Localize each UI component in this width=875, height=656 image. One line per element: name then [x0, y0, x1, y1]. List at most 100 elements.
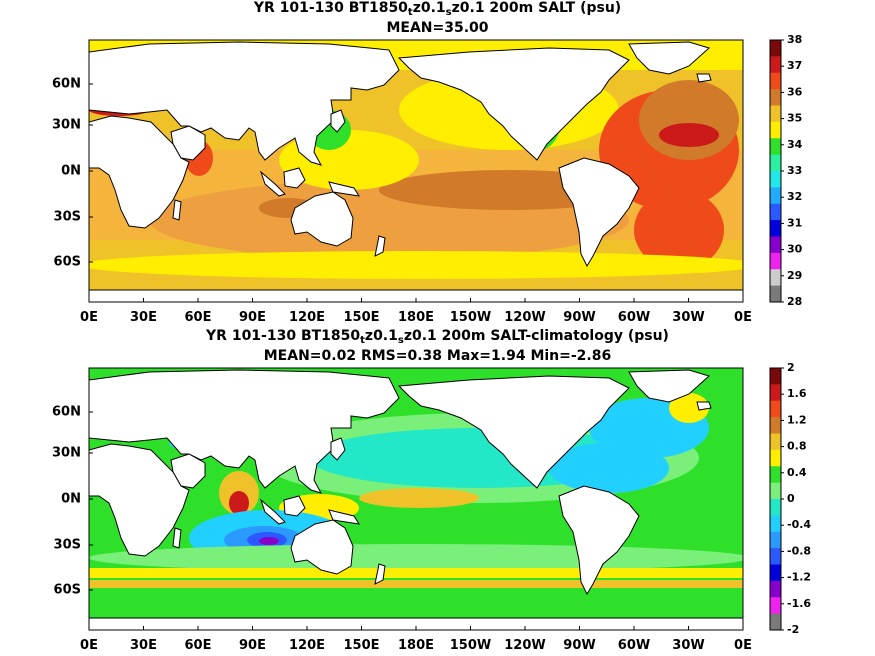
- lat-tick-label: 30S: [54, 538, 81, 553]
- colorbar-swatch: [770, 531, 781, 549]
- colorbar-label: 30: [787, 243, 803, 256]
- colorbar-swatch: [770, 597, 781, 615]
- colorbar-label: -0.4: [787, 518, 811, 531]
- lon-tick-label: 150E: [343, 638, 379, 653]
- lon-tick-label: 120E: [289, 638, 325, 653]
- colorbar-swatch: [770, 187, 781, 205]
- lon-tick-label: 30W: [672, 310, 704, 325]
- colorbar-label: 29: [787, 269, 802, 282]
- axis-labels: 0E 30E 60E 90E 120E 150E 180E 150W 120W 90W 60W 30W…: [52, 77, 752, 654]
- panel1-title: YR 101-130 BT1850tz0.1sz0.1 200m SALT (p…: [253, 0, 622, 18]
- lon-tick-label: 180E: [398, 638, 434, 653]
- lat-tick-label: 60S: [54, 583, 81, 598]
- panel2-map: [88, 367, 744, 631]
- colorbar-swatch: [770, 449, 781, 467]
- lon-tick-label: 0E: [80, 638, 98, 653]
- lon-tick-label: 120W: [504, 310, 545, 325]
- colorbar-label: 1.6: [787, 387, 807, 400]
- colorbar-swatch: [770, 269, 781, 287]
- panel1-stats: MEAN=35.00: [386, 20, 489, 36]
- panel2-stats: MEAN=0.02 RMS=0.38 Max=1.94 Min=-2.86: [263, 348, 612, 364]
- colorbar-swatch: [770, 613, 781, 631]
- colorbar-label: 37: [787, 59, 802, 72]
- colorbar-swatch: [770, 171, 781, 188]
- lon-tick-label: 150E: [343, 310, 379, 325]
- colorbar-swatch: [770, 105, 781, 123]
- lon-tick-label: 30E: [130, 310, 157, 325]
- colorbar-swatch: [770, 564, 781, 582]
- lon-tick-label: 150W: [450, 310, 491, 325]
- colorbar-label: 31: [787, 216, 802, 229]
- colorbar-label: 0.4: [787, 466, 807, 479]
- lon-tick-label: 60W: [618, 310, 650, 325]
- lon-tick-label: 90E: [239, 310, 266, 325]
- colorbar-label: 0: [787, 492, 795, 505]
- colorbar-swatch: [770, 154, 781, 172]
- colorbar-swatch: [770, 56, 781, 74]
- colorbar-swatch: [770, 285, 781, 303]
- colorbar-swatch: [770, 40, 781, 57]
- colorbar-label: 32: [787, 190, 802, 203]
- colorbar-swatch: [770, 482, 781, 500]
- lat-tick-label: 30S: [54, 210, 81, 225]
- colorbar-swatch: [770, 548, 781, 565]
- lon-tick-label: 0E: [80, 310, 98, 325]
- colorbar-label: 2: [787, 361, 795, 374]
- colorbar-swatch: [770, 580, 781, 598]
- lon-tick-label: 60E: [185, 310, 212, 325]
- colorbar-swatch: [770, 236, 781, 254]
- colorbar-label: 1.2: [787, 413, 807, 426]
- colorbar-swatch: [770, 368, 781, 385]
- lat-tick-label: 30N: [52, 118, 81, 133]
- colorbar-label: 38: [787, 33, 802, 46]
- colorbar-swatch: [770, 252, 781, 270]
- colorbar-swatch: [770, 499, 781, 516]
- colorbar-label: -0.8: [787, 544, 811, 557]
- colorbar-label: -1.6: [787, 597, 811, 610]
- lon-tick-label: 120E: [289, 310, 325, 325]
- colorbar-label: 28: [787, 295, 802, 308]
- colorbar-label: -1.2: [787, 571, 811, 584]
- lat-tick-label: 60N: [52, 405, 81, 420]
- panel2-colorbar: 2 1.6 1.2 0.8 0.4 0 -0.4 -0.8 -1.2 -1.6 -2: [769, 361, 811, 636]
- colorbar-label: -2: [787, 623, 799, 636]
- lat-tick-label: 60S: [54, 255, 81, 270]
- lon-tick-label: 0E: [734, 310, 752, 325]
- panel1-map: [88, 39, 744, 303]
- colorbar-swatch: [770, 433, 781, 451]
- panel1-colorbar: 38 37 36 35 34 33 32 31 30 29 28: [769, 33, 803, 308]
- colorbar-swatch: [770, 384, 781, 402]
- colorbar-swatch: [770, 220, 781, 237]
- lon-tick-label: 30W: [672, 638, 704, 653]
- lon-tick-label: 120W: [504, 638, 545, 653]
- lon-tick-label: 180E: [398, 310, 434, 325]
- colorbar-swatch: [770, 72, 781, 90]
- colorbar-swatch: [770, 515, 781, 533]
- lon-tick-label: 0E: [734, 638, 752, 653]
- colorbar-swatch: [770, 138, 781, 156]
- colorbar-label: 35: [787, 112, 802, 125]
- panel2-title: YR 101-130 BT1850tz0.1sz0.1 200m SALT-cl…: [206, 328, 669, 346]
- colorbar-swatch: [770, 89, 781, 106]
- colorbar-label: 36: [787, 85, 803, 98]
- colorbar-swatch: [770, 203, 781, 221]
- lon-tick-label: 30E: [130, 638, 157, 653]
- lon-tick-label: 150W: [450, 638, 491, 653]
- lat-tick-label: 30N: [52, 446, 81, 461]
- lon-tick-label: 60E: [185, 638, 212, 653]
- colorbar-swatch: [770, 400, 781, 418]
- lon-tick-label: 90W: [563, 638, 595, 653]
- lat-tick-label: 0N: [61, 492, 81, 507]
- lon-tick-label: 60W: [618, 638, 650, 653]
- colorbar-label: 33: [787, 164, 802, 177]
- colorbar-swatch: [770, 466, 781, 484]
- colorbar-swatch: [770, 121, 781, 139]
- colorbar-swatch: [770, 417, 781, 434]
- lon-tick-label: 90E: [239, 638, 266, 653]
- colorbar-label: 0.8: [787, 440, 807, 453]
- colorbar-label: 34: [787, 138, 803, 151]
- lon-tick-label: 90W: [563, 310, 595, 325]
- lat-tick-label: 60N: [52, 77, 81, 92]
- lat-tick-label: 0N: [61, 164, 81, 179]
